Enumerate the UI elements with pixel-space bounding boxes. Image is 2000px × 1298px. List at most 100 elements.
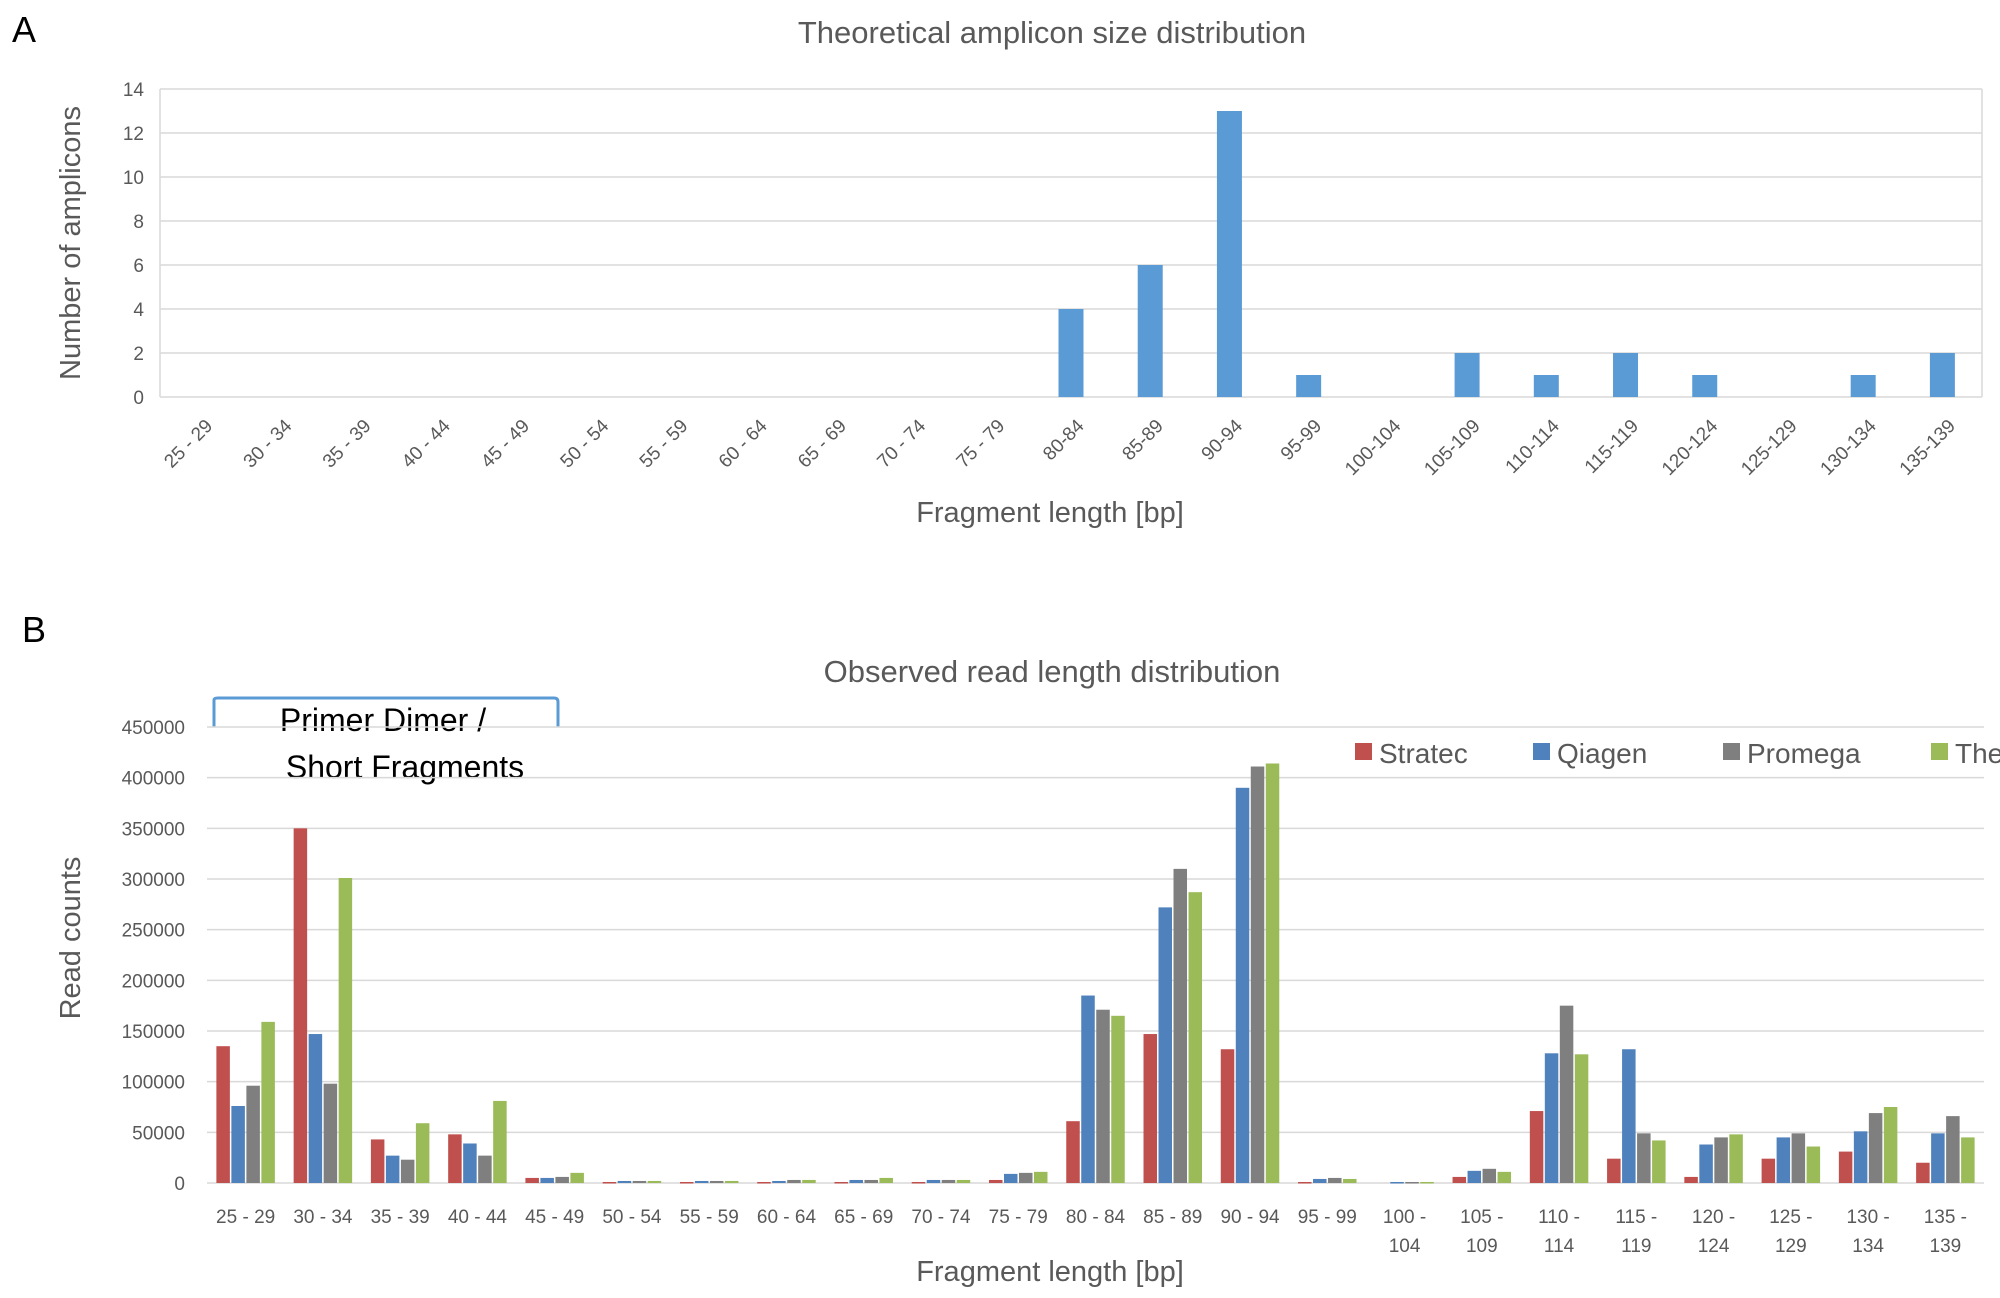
bar-qiagen	[1776, 1137, 1791, 1183]
x-tick-label: 125-129	[1737, 416, 1801, 480]
x-tick-label: 120 -	[1692, 1207, 1735, 1228]
x-tick-label: 65 - 69	[794, 416, 851, 473]
bar-thermo	[1883, 1107, 1898, 1183]
x-tick-label: 115-119	[1581, 416, 1643, 478]
y-tick-label: 14	[123, 80, 145, 101]
panel-label-b: B	[22, 609, 46, 650]
bar-promega	[246, 1085, 260, 1183]
bar-promega	[1791, 1133, 1806, 1183]
x-tick-label: 70 - 74	[911, 1207, 971, 1228]
x-tick-label: 125 -	[1769, 1207, 1812, 1228]
legend-label-thermo: Thermo	[1955, 738, 2000, 769]
bar-promega	[1637, 1133, 1651, 1183]
bar-stratec	[911, 1181, 926, 1184]
chart-a-title: Theoretical amplicon size distribution	[798, 15, 1306, 50]
bar-thermo	[1652, 1140, 1666, 1183]
legend-label-stratec: Stratec	[1379, 738, 1468, 769]
x-tick-label: 124	[1698, 1236, 1730, 1257]
bar-stratec	[1761, 1158, 1776, 1183]
y-tick-label: 250000	[122, 921, 185, 942]
x-tick-label: 80 - 84	[1066, 1207, 1126, 1228]
bar-stratec	[1607, 1158, 1621, 1183]
bar-thermo	[1497, 1171, 1512, 1183]
y-tick-label: 6	[133, 256, 144, 277]
chart-a-ylabel: Number of amplicons	[55, 106, 87, 380]
bar-qiagen	[231, 1105, 245, 1183]
x-tick-label: 100-104	[1341, 415, 1405, 479]
bar-promega	[1250, 766, 1265, 1183]
x-tick-label: 55 - 59	[636, 416, 693, 473]
x-tick-label: 130-134	[1817, 415, 1881, 479]
y-tick-label: 2	[133, 344, 144, 365]
bar	[1137, 265, 1163, 397]
bar-qiagen	[1003, 1173, 1018, 1183]
bar-stratec	[602, 1181, 617, 1184]
bar-qiagen	[1313, 1178, 1327, 1183]
x-tick-label: 95 - 99	[1298, 1207, 1357, 1228]
bar-thermo	[415, 1123, 430, 1183]
bar-qiagen	[926, 1179, 941, 1183]
x-tick-label: 60 - 64	[715, 415, 772, 472]
bar-qiagen	[1390, 1181, 1404, 1184]
x-tick-label: 129	[1775, 1236, 1807, 1257]
legend-label-promega: Promega	[1747, 738, 1861, 769]
bar-stratec	[679, 1181, 694, 1184]
primer-dimer-bracket	[212, 696, 560, 727]
x-tick-label: 50 - 54	[557, 415, 614, 472]
bar-qiagen	[694, 1180, 709, 1183]
y-tick-label: 200000	[122, 971, 185, 992]
x-tick-label: 135-139	[1896, 416, 1960, 480]
bar-thermo	[1111, 1015, 1125, 1183]
x-tick-label: 25 - 29	[216, 1207, 275, 1228]
bar-promega	[787, 1179, 801, 1183]
x-tick-label: 35 - 39	[319, 416, 376, 473]
bar	[1533, 375, 1559, 397]
bar-stratec	[1838, 1151, 1853, 1183]
y-tick-label: 4	[133, 300, 144, 321]
x-tick-label: 130 -	[1846, 1207, 1889, 1228]
x-tick-label: 134	[1852, 1236, 1884, 1257]
x-tick-label: 85 - 89	[1143, 1207, 1202, 1228]
x-tick-label: 65 - 69	[834, 1207, 893, 1228]
bar-promega	[941, 1179, 956, 1183]
bar-thermo	[1961, 1137, 1975, 1183]
bar-thermo	[956, 1179, 971, 1183]
bar-promega	[1868, 1113, 1883, 1183]
panel-label-a: A	[12, 9, 36, 50]
y-tick-label: 350000	[122, 819, 185, 840]
bar-thermo	[1265, 763, 1280, 1183]
y-tick-label: 300000	[122, 870, 185, 891]
bar-stratec	[370, 1139, 385, 1183]
bar-stratec	[988, 1179, 1003, 1183]
x-tick-label: 105 -	[1460, 1207, 1503, 1228]
bar-promega	[478, 1155, 492, 1183]
x-tick-label: 139	[1930, 1236, 1962, 1257]
x-tick-label: 40 - 44	[398, 415, 455, 472]
bar-thermo	[1574, 1054, 1589, 1183]
x-tick-label: 40 - 44	[448, 1207, 508, 1228]
bar-stratec	[1684, 1176, 1698, 1183]
bar-qiagen	[1699, 1144, 1713, 1183]
bar-qiagen	[1081, 995, 1095, 1183]
bar-qiagen	[617, 1180, 632, 1183]
bar-qiagen	[1544, 1053, 1559, 1183]
x-tick-label: 119	[1621, 1236, 1651, 1257]
x-tick-label: 85-89	[1119, 416, 1168, 465]
bar-stratec	[1916, 1162, 1930, 1183]
y-tick-label: 0	[174, 1174, 185, 1195]
bar-stratec	[448, 1134, 462, 1183]
bar-stratec	[1529, 1111, 1544, 1183]
bar	[1613, 353, 1639, 397]
bar-qiagen	[385, 1155, 400, 1183]
x-tick-label: 45 - 49	[525, 1207, 584, 1228]
bar-promega	[864, 1179, 878, 1183]
y-tick-label: 10	[123, 168, 144, 189]
bar-qiagen	[463, 1143, 477, 1183]
bar	[1058, 309, 1084, 397]
bar-thermo	[1420, 1181, 1434, 1184]
x-tick-label: 45 - 49	[477, 416, 534, 473]
bar-thermo	[261, 1021, 275, 1183]
bar-qiagen	[1467, 1170, 1482, 1183]
bar-qiagen	[849, 1179, 863, 1183]
